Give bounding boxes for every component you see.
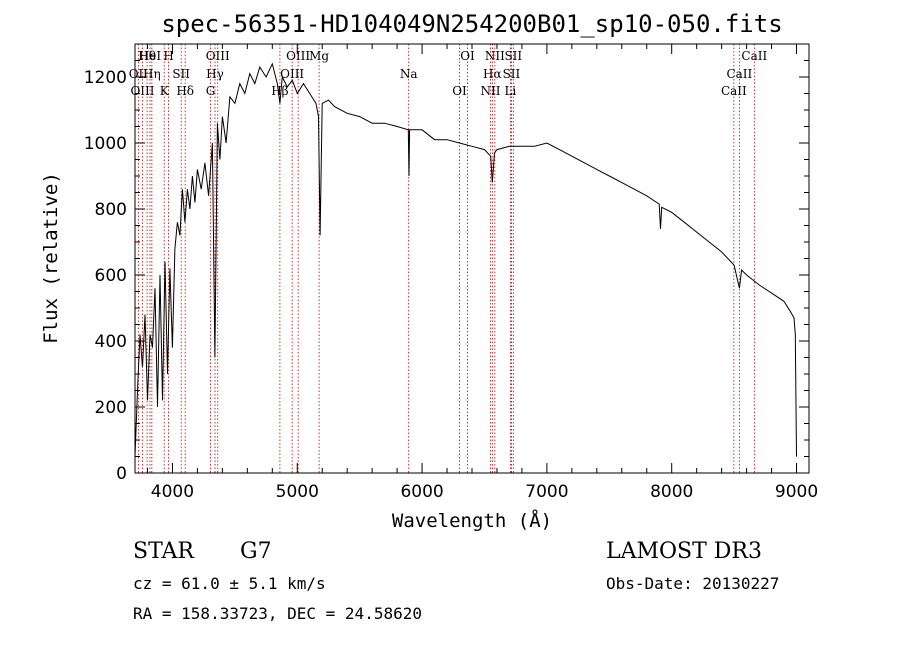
- spectral-line-label: Hγ: [206, 67, 224, 81]
- x-tick-label: 6000: [400, 482, 443, 502]
- spectral-line-label: OIII: [206, 49, 230, 63]
- y-tick-label: 0: [116, 464, 127, 484]
- spectral-line-label: OIII: [286, 49, 310, 63]
- y-tick-label: 1200: [84, 68, 127, 88]
- spectral-line-label: NII: [480, 84, 500, 98]
- y-axis-label: Flux (relative): [40, 172, 62, 344]
- y-tick-label: 200: [95, 398, 127, 418]
- spectral-line-label: K: [160, 84, 170, 98]
- spectral-line-label: SII: [503, 67, 521, 81]
- spectral-line-label: Hδ: [176, 84, 194, 98]
- spectral-line-label: H: [163, 49, 173, 63]
- spectral-line-label: OI: [460, 49, 475, 63]
- spectral-line-label: Hθ: [138, 49, 156, 63]
- x-axis-ticks: 4000 5000 6000 7000 8000 9000: [146, 44, 818, 502]
- x-tick-label: 5000: [276, 482, 319, 502]
- chart-title: spec-56351-HD104049N254200B01_sp10-050.f…: [161, 10, 782, 38]
- spectral-line-label: Li: [505, 84, 517, 98]
- spectral-line-label: OI: [452, 84, 467, 98]
- spectral-line-label: CaII: [741, 49, 767, 63]
- y-tick-label: 400: [95, 332, 127, 352]
- object-class: STAR: [133, 539, 195, 564]
- spectral-line-label: CaII: [726, 67, 752, 81]
- observation-date: Obs-Date: 20130227: [606, 574, 779, 593]
- spectral-line-markers: [137, 44, 755, 473]
- spectral-line-label: Hη: [143, 67, 161, 81]
- x-tick-label: 4000: [151, 482, 194, 502]
- spectral-line-label: OIII: [280, 67, 304, 81]
- x-tick-label: 8000: [650, 482, 693, 502]
- spectral-line-label: NII: [485, 49, 505, 63]
- x-axis-label: Wavelength (Å): [392, 509, 552, 532]
- y-axis-ticks: 0 200 400 600 800 1000 1200: [84, 43, 809, 484]
- spectral-line-label: Na: [400, 67, 418, 81]
- plot-frame: [134, 43, 810, 474]
- spectral-line-label: G: [206, 84, 216, 98]
- spectral-line-label: HeI: [139, 49, 162, 63]
- survey-name: LAMOST DR3: [606, 539, 762, 564]
- spectral-line-label: Hα: [483, 67, 502, 81]
- y-tick-label: 1000: [84, 134, 127, 154]
- spectral-line-label: Mg: [309, 49, 329, 63]
- object-subclass: G7: [240, 539, 272, 564]
- x-tick-label: 9000: [775, 482, 818, 502]
- spectral-line-label: Hβ: [271, 84, 288, 98]
- y-tick-label: 800: [95, 200, 127, 220]
- y-tick-label: 600: [95, 266, 127, 286]
- spectral-line-label: SII: [504, 49, 522, 63]
- ra-dec-coordinates: RA = 158.33723, DEC = 24.58620: [133, 604, 422, 623]
- spectral-line-label: CaII: [721, 84, 747, 98]
- spectral-line-label: SII: [172, 67, 190, 81]
- spectrum-series-line: [134, 62, 797, 457]
- redshift-cz: cz = 61.0 ± 5.1 km/s: [133, 574, 326, 593]
- spectral-line-labels: HθOIIOIIIHeIHηKHSIIHδOIIIHγGOIIIOIIIHβMg…: [129, 49, 768, 98]
- spectral-line-label: OIII: [130, 84, 154, 98]
- x-tick-label: 7000: [525, 482, 568, 502]
